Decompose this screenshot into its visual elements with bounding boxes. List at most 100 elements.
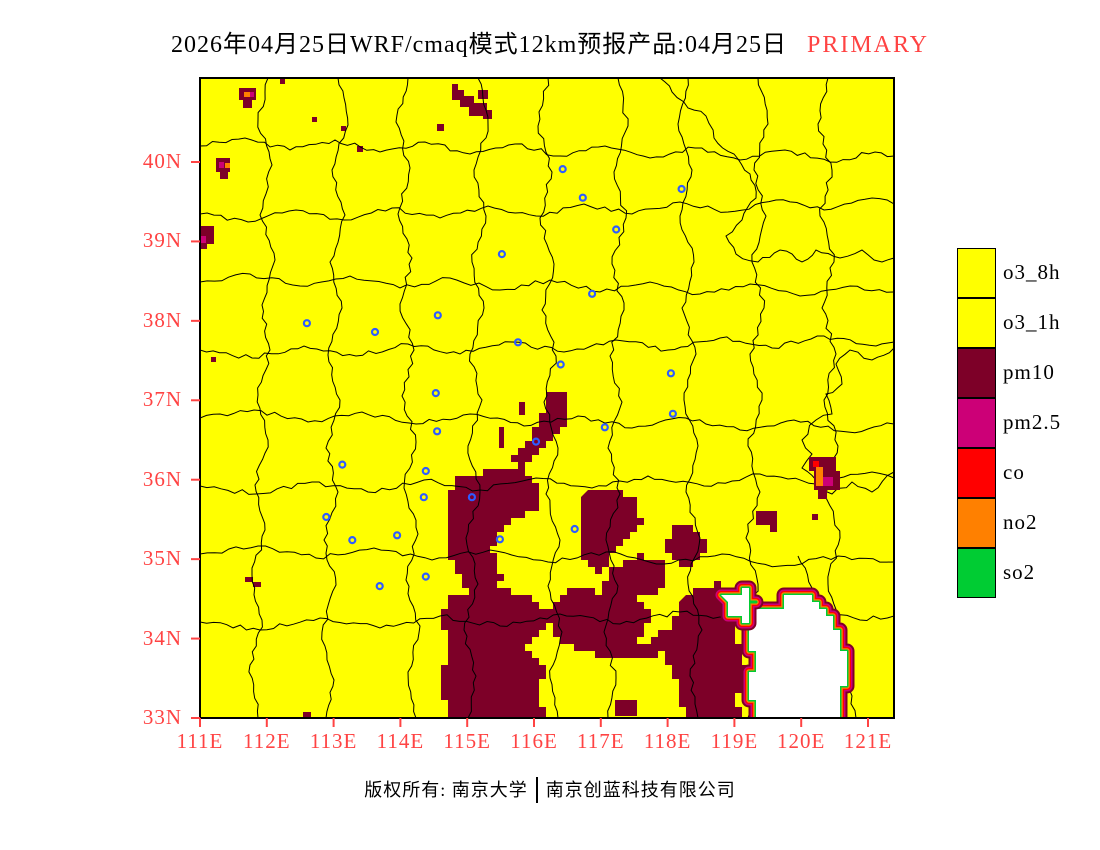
pm10-cell: [437, 124, 444, 131]
lon-tick-label: 116E: [510, 729, 558, 753]
lon-tick-label: 118E: [643, 729, 692, 753]
lon-tick-label: 117E: [577, 729, 625, 753]
no2-hotspot-cell: [816, 467, 823, 486]
pm10-cell: [211, 357, 216, 362]
lat-tick-label: 36N: [142, 466, 182, 491]
lat-tick-label: 33N: [142, 705, 182, 729]
lon-tick-label: 112E: [243, 729, 291, 753]
city-marker: [587, 289, 597, 298]
legend-label-pm10: pm10: [1003, 360, 1055, 384]
pm25-hotspot-cell: [219, 162, 224, 168]
city-marker: [370, 327, 380, 337]
county-boundary-line: [321, 78, 349, 718]
city-marker: [393, 531, 402, 540]
legend-swatch-o3_1h: [957, 298, 996, 348]
legend-swatch-pm2.5: [957, 398, 996, 448]
lon-tick-label: 113E: [309, 729, 358, 753]
pm10-hotspot-cell: [809, 457, 836, 471]
legend-swatch-o3_8h: [957, 248, 996, 298]
city-marker: [348, 535, 357, 545]
pm10-cell: [499, 427, 504, 448]
city-marker: [375, 581, 384, 591]
city-marker: [495, 535, 504, 544]
legend-swatch-no2: [957, 498, 996, 548]
city-marker: [322, 512, 331, 522]
copyright-owner: 版权所有: 南京大学: [364, 780, 528, 800]
legend-label-co: co: [1003, 460, 1025, 484]
legend-label-pm2.5: pm2.5: [1003, 410, 1062, 434]
pm10-cell: [460, 96, 474, 107]
city-marker: [433, 311, 442, 320]
lat-tick-label: 38N: [142, 307, 182, 332]
city-marker: [666, 369, 676, 378]
county-boundary-line: [200, 197, 894, 223]
county-boundary-line: [463, 78, 489, 718]
water-body: [721, 588, 756, 623]
pm10-region: [756, 511, 777, 532]
pm10-cell: [280, 78, 285, 84]
map-frame: [199, 77, 895, 719]
pm10-cell: [253, 582, 261, 587]
pm10-hotspot-cell: [220, 172, 228, 179]
lat-tick-label: 40N: [142, 148, 182, 173]
pm10-cell: [357, 146, 363, 152]
pm10-cell: [812, 514, 818, 520]
pm10-cell: [469, 103, 487, 116]
city-marker: [570, 524, 579, 534]
lon-tick-label: 111E: [176, 729, 224, 753]
legend-swatch-so2: [957, 548, 996, 598]
county-boundary-line: [603, 78, 629, 718]
city-marker: [497, 250, 506, 259]
city-marker: [558, 165, 567, 174]
pm25-hotspot-cell: [200, 236, 206, 243]
no2-hotspot-cell: [225, 163, 230, 168]
legend-label-o3_8h: o3_8h: [1003, 260, 1061, 284]
city-marker: [677, 184, 686, 194]
lat-tick-label: 34N: [142, 625, 182, 650]
pm10-hotspot-cell: [818, 490, 827, 499]
city-marker: [668, 409, 678, 418]
pm10-region: [441, 588, 546, 718]
pm10-cell: [245, 577, 253, 582]
copyright-footer: 版权所有: 南京大学 南京创蓝科技有限公司: [0, 776, 1100, 803]
legend-swatch-co: [957, 448, 996, 498]
pm10-region: [546, 553, 665, 658]
pm10-hotspot-cell: [206, 236, 214, 244]
copyright-company: 南京创蓝科技有限公司: [545, 780, 736, 800]
no2-hotspot-cell: [244, 92, 250, 97]
pm10-cell: [341, 126, 346, 131]
title-primary-pollutant-tag: PRIMARY: [806, 32, 930, 58]
city-marker: [338, 460, 347, 469]
county-boundary-line: [200, 471, 894, 495]
page-title: 2026年04月25日WRF/cmaq模式12km预报产品:04月25日 PRIM…: [0, 24, 1100, 59]
lat-tick-label: 39N: [142, 228, 182, 253]
city-marker: [612, 225, 621, 234]
pm10-hotspot-cell: [200, 243, 207, 249]
county-boundary-line: [659, 78, 894, 263]
city-marker: [600, 423, 609, 432]
city-marker: [431, 389, 440, 398]
pm10-cell: [615, 700, 637, 716]
city-marker: [419, 493, 428, 502]
lon-tick-label: 114E: [376, 729, 425, 753]
legend-label-no2: no2: [1003, 510, 1038, 534]
city-marker: [433, 427, 442, 436]
city-marker: [578, 193, 587, 202]
lat-tick-label: 35N: [142, 546, 182, 571]
map-layers: [200, 78, 894, 718]
city-marker: [467, 493, 476, 502]
pm10-cell: [303, 712, 311, 718]
title-text: 2026年04月25日WRF/cmaq模式12km预报产品:04月25日: [170, 32, 787, 58]
water-body: [749, 595, 847, 718]
pm10-region: [665, 525, 707, 567]
pm10-cell: [452, 90, 464, 100]
pm10-region: [581, 490, 644, 574]
county-boundary-line: [200, 137, 894, 163]
legend-swatch-pm10: [957, 348, 996, 398]
county-boundary-line: [395, 78, 421, 718]
footer-divider: [535, 777, 538, 803]
pm10-region: [511, 392, 567, 469]
city-marker: [556, 360, 565, 369]
